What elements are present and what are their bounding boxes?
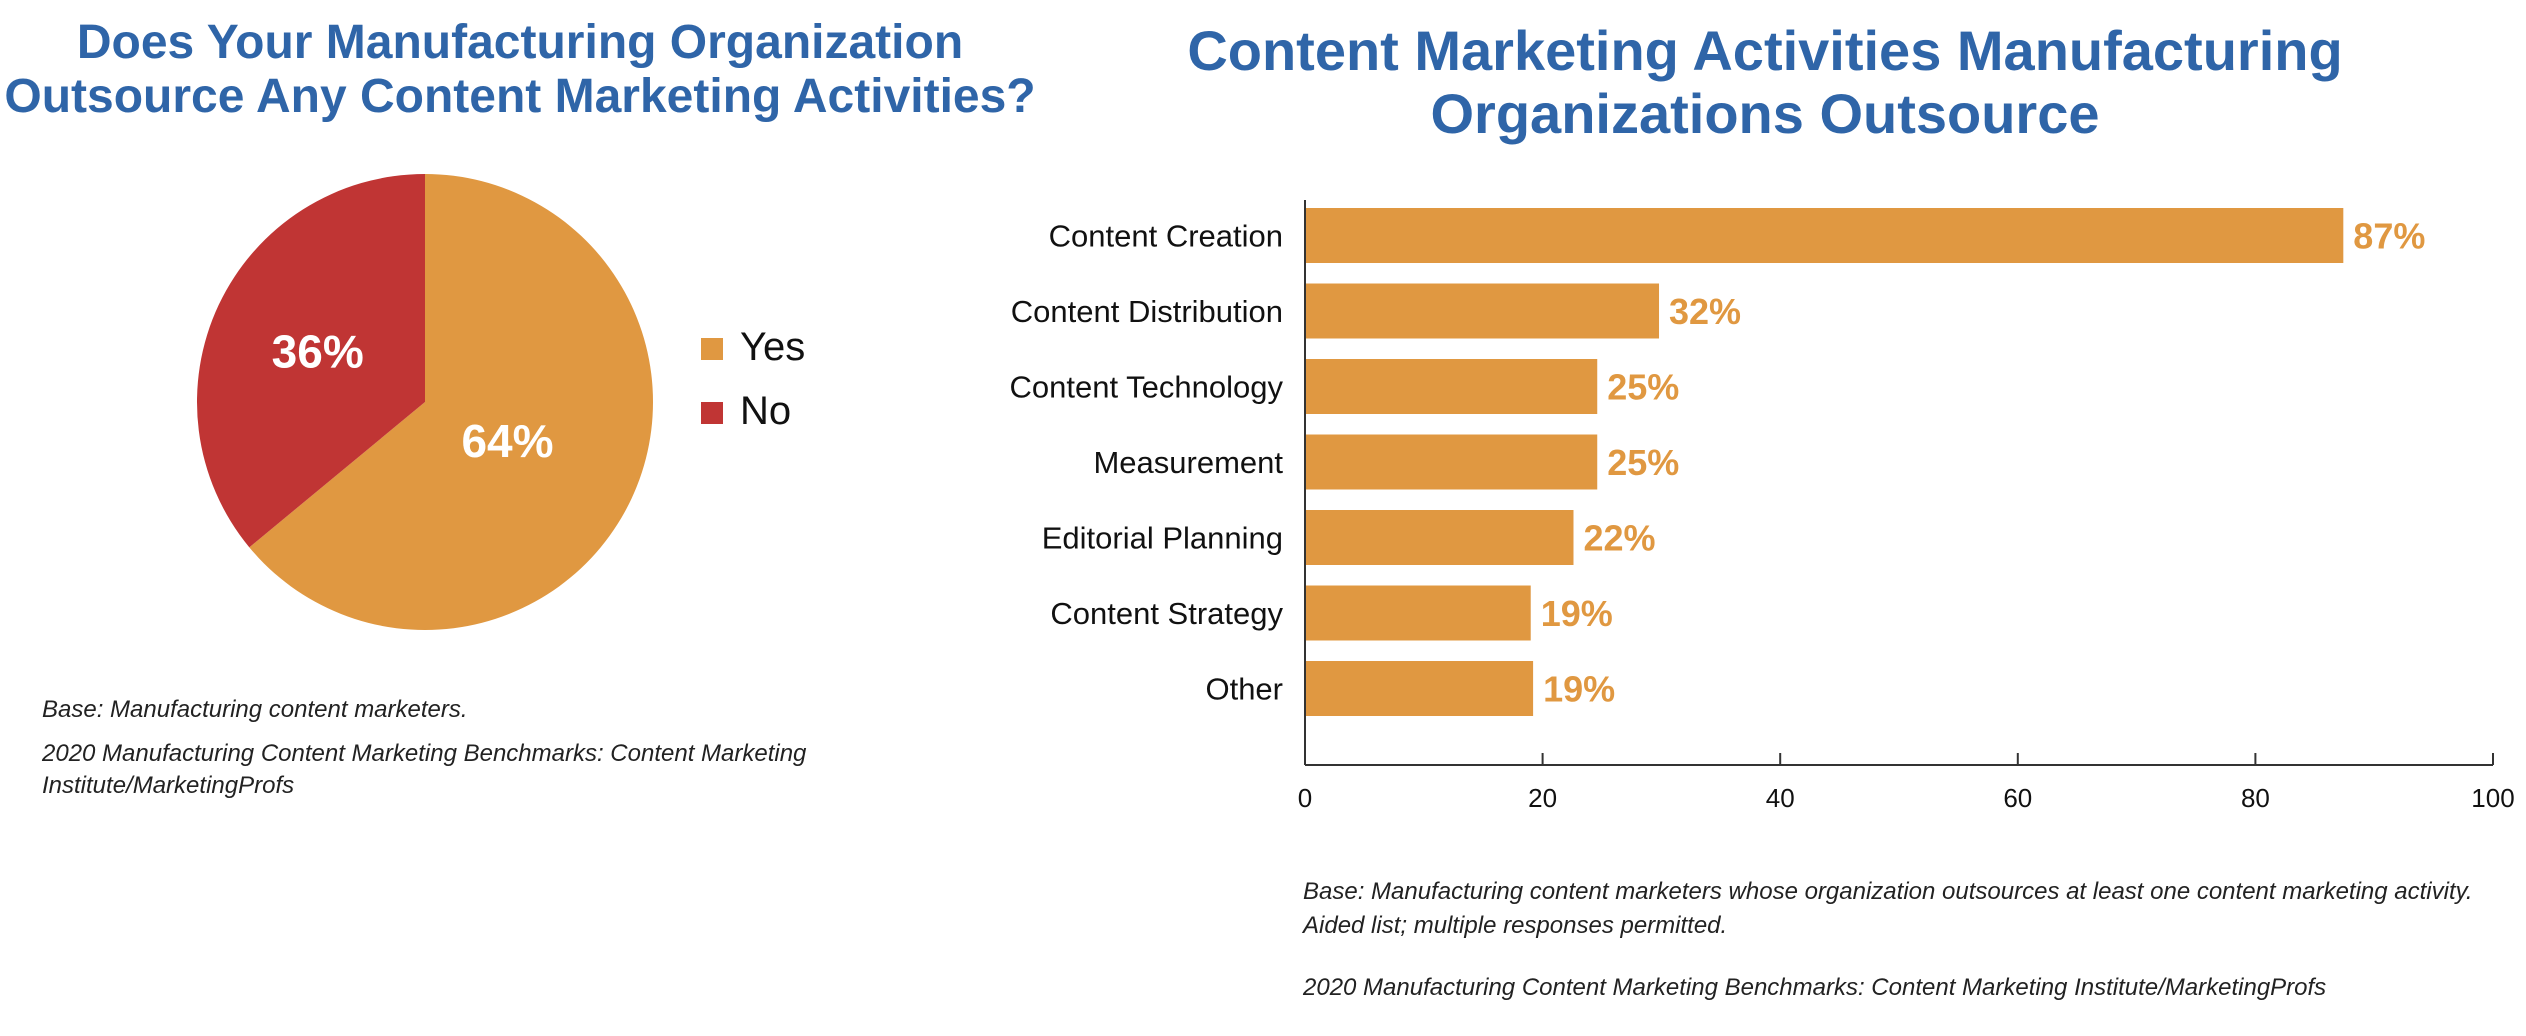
- bar-aided-note: Aided list; multiple responses permitted…: [1303, 912, 1728, 939]
- bar-content-distribution: [1305, 283, 1660, 339]
- bar-value-other: 19%: [1543, 669, 1615, 710]
- pie-slices: [197, 174, 653, 630]
- legend-swatch-no: [701, 402, 723, 424]
- x-tick-label-0: 0: [1298, 783, 1312, 813]
- bar-value-content-technology: 25%: [1607, 367, 1679, 408]
- x-tick-label-60: 60: [2003, 783, 2032, 813]
- bar-chart: Content Creation Content Distribution Cont…: [1010, 200, 2515, 813]
- x-tick-label-100: 100: [2471, 783, 2514, 813]
- bar-category-content-distribution: Content Distribution: [1011, 294, 1283, 329]
- bar-value-measurement: 25%: [1607, 442, 1679, 483]
- bar-source-note: 2020 Manufacturing Content Marketing Ben…: [1303, 974, 2327, 1001]
- bar-other: [1305, 661, 1534, 716]
- legend-label-no: No: [740, 389, 791, 433]
- pie-labels: 64% 36%: [272, 326, 554, 467]
- bar-value-content-strategy: 19%: [1541, 593, 1613, 634]
- bar-category-content-creation: Content Creation: [1049, 219, 1283, 254]
- pie-label-no: 36%: [272, 326, 364, 378]
- pie-slice-yes: [249, 174, 653, 630]
- x-tick-label-80: 80: [2241, 783, 2270, 813]
- bar-content-strategy: [1305, 585, 1531, 641]
- bar-category-measurement: Measurement: [1093, 445, 1283, 480]
- bar-category-content-technology: Content Technology: [1010, 370, 1284, 405]
- pie-legend: Yes No: [701, 325, 805, 433]
- pie-label-yes: 64%: [461, 415, 553, 467]
- pie-source-note: 2020 Manufacturing Content Marketing Ben…: [42, 740, 807, 800]
- legend-swatch-yes: [701, 338, 723, 360]
- pie-chart: 64% 36% Yes No: [197, 174, 805, 630]
- bar-chart-title: Content Marketing Activities Manufacturi…: [1187, 19, 2343, 145]
- x-tick-label-20: 20: [1528, 783, 1557, 813]
- bar-bars: [1305, 208, 2344, 716]
- pie-slice-no: [197, 174, 425, 548]
- bar-category-other: Other: [1205, 672, 1283, 707]
- bar-axes: 0 20 40 60 80 100: [1298, 200, 2515, 813]
- bar-base-note: Base: Manufacturing content marketers wh…: [1303, 878, 2473, 905]
- bar-value-content-creation: 87%: [2353, 216, 2425, 257]
- pie-chart-title: Does Your Manufacturing Organization Out…: [4, 16, 1036, 123]
- bar-value-content-distribution: 32%: [1669, 291, 1741, 332]
- bar-editorial-planning: [1305, 510, 1574, 565]
- bar-category-content-strategy: Content Strategy: [1050, 596, 1283, 631]
- bar-content-creation: [1305, 208, 2344, 263]
- bar-category-labels: Content Creation Content Distribution Cont…: [1010, 219, 1284, 707]
- bar-value-labels: 87% 32% 25% 25% 22% 19% 19%: [1541, 216, 2426, 710]
- pie-base-note: Base: Manufacturing content marketers.: [42, 696, 468, 723]
- bar-content-technology: [1305, 359, 1598, 414]
- legend-label-yes: Yes: [740, 325, 805, 369]
- bar-measurement: [1305, 434, 1598, 490]
- x-tick-label-40: 40: [1766, 783, 1795, 813]
- bar-value-editorial-planning: 22%: [1583, 518, 1655, 559]
- bar-category-editorial-planning: Editorial Planning: [1042, 521, 1283, 556]
